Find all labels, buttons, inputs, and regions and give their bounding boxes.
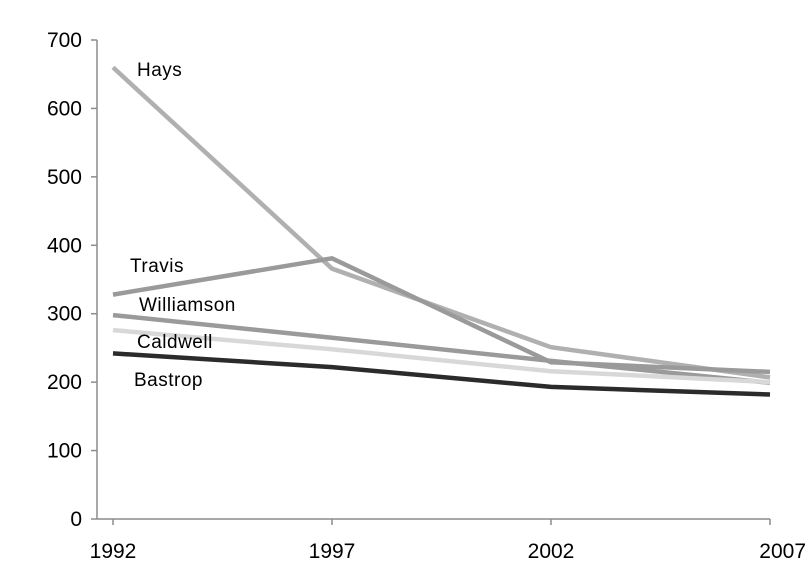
series-label-hays: Hays: [137, 60, 182, 81]
series-labels: Hays Travis Williamson Caldwell Bastrop: [130, 60, 236, 391]
y-tick-label: 300: [47, 303, 82, 326]
y-tick-label: 100: [47, 440, 82, 463]
y-tick-label: 0: [70, 508, 82, 531]
x-ticks: 1992 1997 2002 2007: [90, 519, 806, 563]
y-tick-label: 700: [47, 29, 82, 52]
y-tick-label: 200: [47, 371, 82, 394]
x-tick-label: 1997: [309, 540, 356, 563]
series-line-williamson: [112, 312, 771, 386]
series-line-travis: [112, 255, 771, 375]
x-tick-label: 1992: [90, 540, 137, 563]
series-lines: [111, 65, 771, 397]
x-tick-label: 2007: [759, 540, 806, 563]
axes: [96, 40, 770, 520]
y-tick-label: 500: [47, 166, 82, 189]
series-label-caldwell: Caldwell: [137, 332, 213, 353]
series-label-bastrop: Bastrop: [134, 370, 203, 391]
series-label-williamson: Williamson: [139, 295, 236, 316]
series-line-caldwell: [112, 327, 771, 385]
y-tick-label: 400: [47, 234, 82, 257]
y-tick-label: 600: [47, 97, 82, 120]
series-label-travis: Travis: [130, 256, 184, 277]
series-line-bastrop: [112, 351, 771, 397]
y-ticks: 0 100 200 300 400 500 600 700: [47, 29, 97, 531]
series-line-hays: [111, 65, 771, 380]
x-tick-label: 2002: [528, 540, 575, 563]
